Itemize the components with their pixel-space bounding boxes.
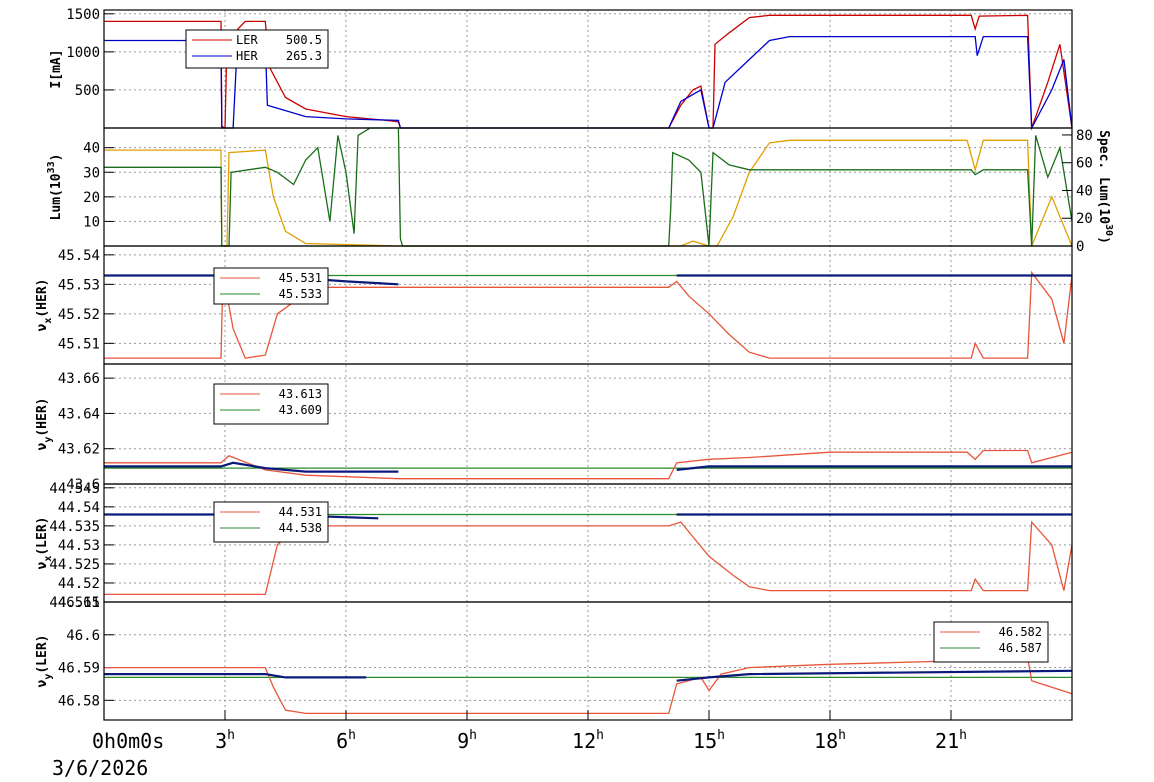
x-start-label: 0h0m0s — [92, 729, 164, 753]
x-tick-label: 21h — [935, 728, 967, 753]
y-axis-label: νx(HER) — [35, 279, 54, 332]
legend: 46.582 46.587 — [933, 621, 1049, 663]
y-tick-label: 43.66 — [58, 371, 100, 387]
legend-value: 45.531 — [279, 271, 322, 285]
legend-box — [933, 621, 1049, 663]
y-tick-label: 45.52 — [58, 307, 100, 323]
legend-box — [213, 267, 329, 305]
panel-5: 44.515 44.52 44.525 44.53 44.535 44.54 44.545 ν… — [35, 481, 1073, 611]
y-tick-label: 43.62 — [58, 442, 100, 458]
series-her2-line — [676, 669, 1073, 682]
y-tick-label: 44.52 — [58, 576, 100, 592]
legend-value: 45.533 — [279, 287, 322, 301]
y-axis-label: νx(LER) — [35, 517, 54, 570]
panel-6: 46.58 46.59 46.6 46.61 νy(LER) 46.582 46.587 — [35, 595, 1073, 721]
y-axis-label: νy(HER) — [35, 398, 54, 451]
legend-box — [185, 29, 329, 69]
legend-value: 43.613 — [279, 387, 322, 401]
legend-value: 500.5 — [286, 33, 322, 47]
y-tick-label: 1000 — [66, 45, 100, 61]
y-tick-label: 1500 — [66, 7, 100, 23]
y-tick-label: 44.545 — [49, 481, 100, 497]
y-tick-label: 46.6 — [66, 628, 100, 644]
legend-value: 46.587 — [999, 641, 1042, 655]
y2-tick-label: 0 — [1076, 239, 1084, 255]
x-axis: 3h 6h 9h 12h 15h 18h 21h 0h0m0s 3/6/2026 — [52, 710, 967, 780]
y-tick-label: 20 — [83, 190, 100, 206]
legend: 44.531 44.538 — [213, 501, 329, 543]
y-tick-label: 30 — [83, 165, 100, 181]
legend-value: 46.582 — [999, 625, 1042, 639]
series-ler-line — [104, 270, 1073, 359]
series-her-line — [104, 672, 367, 679]
legend-value: 43.609 — [279, 403, 322, 417]
legend: LER 500.5 HER 265.3 — [185, 29, 329, 69]
y-tick-label: 10 — [83, 214, 100, 230]
y2-axis-label: Spec. Lum(1030) — [1096, 130, 1114, 244]
legend-name: LER — [236, 33, 258, 47]
x-tick-label: 9h — [457, 728, 477, 753]
y-tick-label: 46.61 — [58, 595, 100, 611]
legend-box — [213, 501, 329, 543]
series-spec-line — [104, 127, 1073, 247]
y2-tick-label: 20 — [1076, 211, 1093, 227]
y-tick-label: 44.535 — [49, 519, 100, 535]
y-tick-label: 45.54 — [58, 248, 100, 264]
vertical-gridlines — [224, 10, 952, 720]
legend-value: 44.538 — [279, 521, 322, 535]
series-her-line — [104, 461, 399, 473]
y-tick-label: 40 — [83, 141, 100, 157]
x-tick-label: 18h — [814, 728, 846, 753]
y-tick-label: 44.525 — [49, 557, 100, 573]
x-tick-label: 6h — [336, 728, 356, 753]
series-her2-line — [676, 465, 1072, 471]
legend-name: HER — [236, 49, 258, 63]
y-axis-label: I[mA] — [49, 49, 64, 88]
legend: 43.613 43.609 — [213, 383, 329, 425]
y-tick-label: 45.51 — [58, 336, 100, 352]
y-axis-label: Lum(1033) — [46, 154, 64, 221]
y2-tick-label: 80 — [1076, 128, 1093, 144]
legend-value: 265.3 — [286, 49, 322, 63]
legend: 45.531 45.533 — [213, 267, 329, 305]
x-tick-label: 3h — [215, 728, 235, 753]
panel-2: 10 20 30 40 Lum(1033) 0 20 40 60 80 Spec. Lum(1030… — [46, 127, 1114, 255]
date-label: 3/6/2026 — [52, 756, 148, 780]
y-tick-label: 46.59 — [58, 661, 100, 677]
y-tick-label: 44.515 — [49, 595, 100, 611]
series-lum-line — [104, 139, 1073, 247]
x-tick-label: 12h — [572, 728, 604, 753]
y-tick-label: 43.64 — [58, 406, 100, 422]
panel-1: 500 1000 1500 I[mA] LER 500.5 HER 265.3 — [49, 7, 1073, 131]
y-tick-label: 43.6 — [66, 477, 100, 493]
y-tick-label: 44.54 — [58, 500, 100, 516]
y-tick-label: 44.53 — [58, 538, 100, 554]
legend-box — [213, 383, 329, 425]
y-tick-label: 500 — [75, 83, 100, 99]
y-tick-label: 46.58 — [58, 693, 100, 709]
y2-tick-label: 40 — [1076, 183, 1093, 199]
legend-value: 44.531 — [279, 505, 322, 519]
y-tick-label: 45.53 — [58, 277, 100, 293]
x-tick-label: 15h — [693, 728, 725, 753]
y-axis-label: νy(LER) — [35, 635, 54, 688]
y2-tick-label: 60 — [1076, 156, 1093, 172]
